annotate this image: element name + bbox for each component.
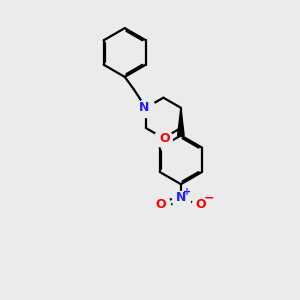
- Text: +: +: [183, 187, 191, 197]
- Text: O: O: [160, 132, 170, 145]
- Text: N: N: [139, 101, 150, 114]
- Text: N: N: [176, 191, 186, 204]
- Text: −: −: [203, 191, 214, 204]
- Polygon shape: [178, 108, 184, 135]
- Text: O: O: [155, 198, 166, 211]
- Text: O: O: [196, 198, 206, 211]
